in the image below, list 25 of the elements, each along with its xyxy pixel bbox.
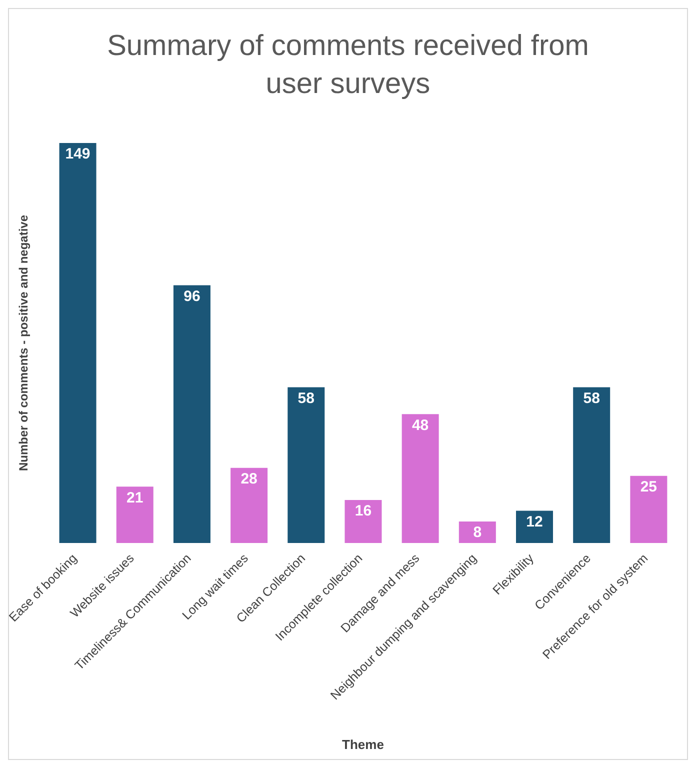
bar	[288, 387, 325, 543]
data-label: 96	[184, 288, 200, 305]
chart-title: Summary of comments received from user surveys	[106, 29, 590, 102]
bar	[630, 476, 668, 543]
data-label: 48	[412, 416, 429, 434]
bar	[573, 387, 610, 543]
x-axis-title: Theme	[342, 737, 384, 752]
bar	[230, 468, 268, 543]
y-axis-title: Number of comments - positive and negative	[16, 214, 30, 472]
data-label: 58	[298, 390, 314, 407]
bar	[173, 285, 210, 543]
data-label: 149	[65, 146, 90, 163]
data-label: 25	[640, 478, 658, 496]
bar	[344, 500, 382, 543]
bar	[516, 510, 554, 543]
bar	[458, 522, 496, 543]
data-label: 8	[473, 524, 482, 542]
data-label: 12	[526, 513, 543, 530]
data-label: 16	[354, 502, 372, 520]
data-label: 21	[126, 489, 144, 506]
data-label: 28	[240, 470, 258, 488]
data-label: 58	[583, 390, 600, 407]
bar	[59, 143, 96, 543]
bar	[116, 486, 154, 543]
bar	[402, 414, 439, 543]
